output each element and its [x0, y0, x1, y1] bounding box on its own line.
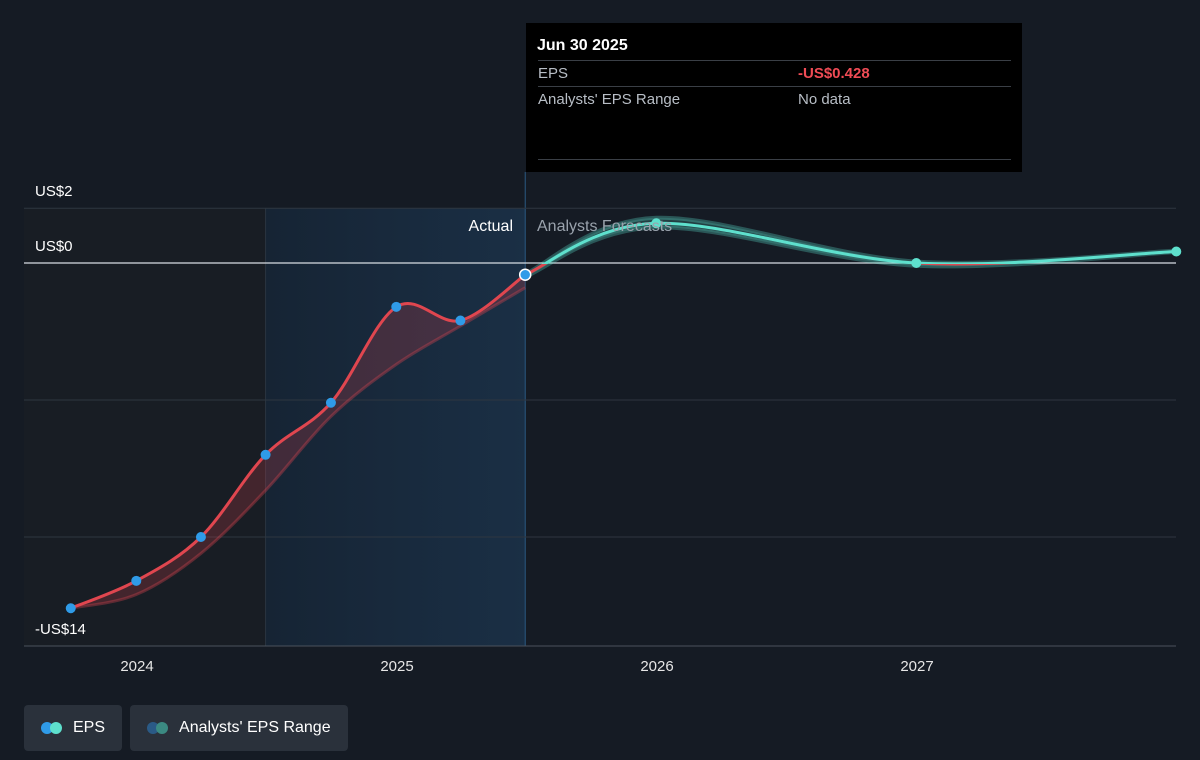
y-tick-label-top: US$2 [35, 183, 73, 200]
tooltip-range-label: Analysts' EPS Range [538, 91, 681, 108]
chart-legend: EPS Analysts' EPS Range [24, 705, 348, 751]
x-tick-2026: 2026 [640, 658, 673, 675]
eps-actual-line [70, 273, 527, 610]
eps-range-band [70, 274, 526, 609]
tooltip-eps-row: EPS -US$0.428 [538, 60, 1011, 86]
x-tick-2025: 2025 [380, 658, 413, 675]
legend-range-button[interactable]: Analysts' EPS Range [130, 705, 348, 751]
eps-forecast-line [541, 221, 1177, 264]
eps-point-2023-12-31 [131, 575, 142, 586]
eps-point-2024-09-30 [325, 397, 336, 408]
x-tick-2024: 2024 [120, 658, 153, 675]
eps-chart: US$2 US$0 -US$14 Actual Analysts Forecas… [24, 172, 1182, 675]
eps-range-line [70, 286, 526, 610]
tooltip-date: Jun 30 2025 [537, 37, 628, 54]
forecast-region-label: Analysts Forecasts [537, 218, 672, 235]
actual-region-shade [265, 208, 526, 646]
tooltip-eps-label: EPS [538, 65, 569, 82]
hover-tooltip: Jun 30 2025 EPS -US$0.428 Analysts' EPS … [526, 23, 1022, 172]
y-tick-label-bottom: -US$14 [35, 621, 86, 638]
x-tick-2027: 2027 [900, 658, 933, 675]
eps-point-2025-06-30 [518, 268, 532, 281]
forecast-point-2025-12-31 [651, 218, 662, 229]
eps-point-2023-09-30 [65, 603, 76, 614]
eps-legend-icon [41, 722, 63, 734]
tooltip-eps-value: -US$0.428 [798, 65, 870, 82]
past-region-shade [24, 208, 266, 646]
legend-range-label: Analysts' EPS Range [179, 719, 331, 736]
legend-eps-button[interactable]: EPS [24, 705, 123, 751]
legend-eps-label: EPS [73, 719, 106, 736]
forecast-point-2026-12-31 [911, 258, 922, 268]
eps-point-2024-12-31 [391, 301, 402, 312]
tooltip-range-value: No data [798, 91, 851, 108]
eps-point-2024-06-30 [260, 449, 271, 460]
y-tick-label-zero: US$0 [35, 238, 73, 255]
eps-point-2025-03-31 [455, 315, 466, 326]
actual-region-label: Actual [469, 218, 513, 235]
eps-point-2024-03-31 [195, 532, 206, 542]
tooltip-divider [538, 159, 1011, 160]
range-legend-icon [147, 722, 169, 734]
forecast-point-2027-12-31 [1171, 246, 1182, 257]
tooltip-range-row: Analysts' EPS Range No data [538, 86, 1011, 112]
